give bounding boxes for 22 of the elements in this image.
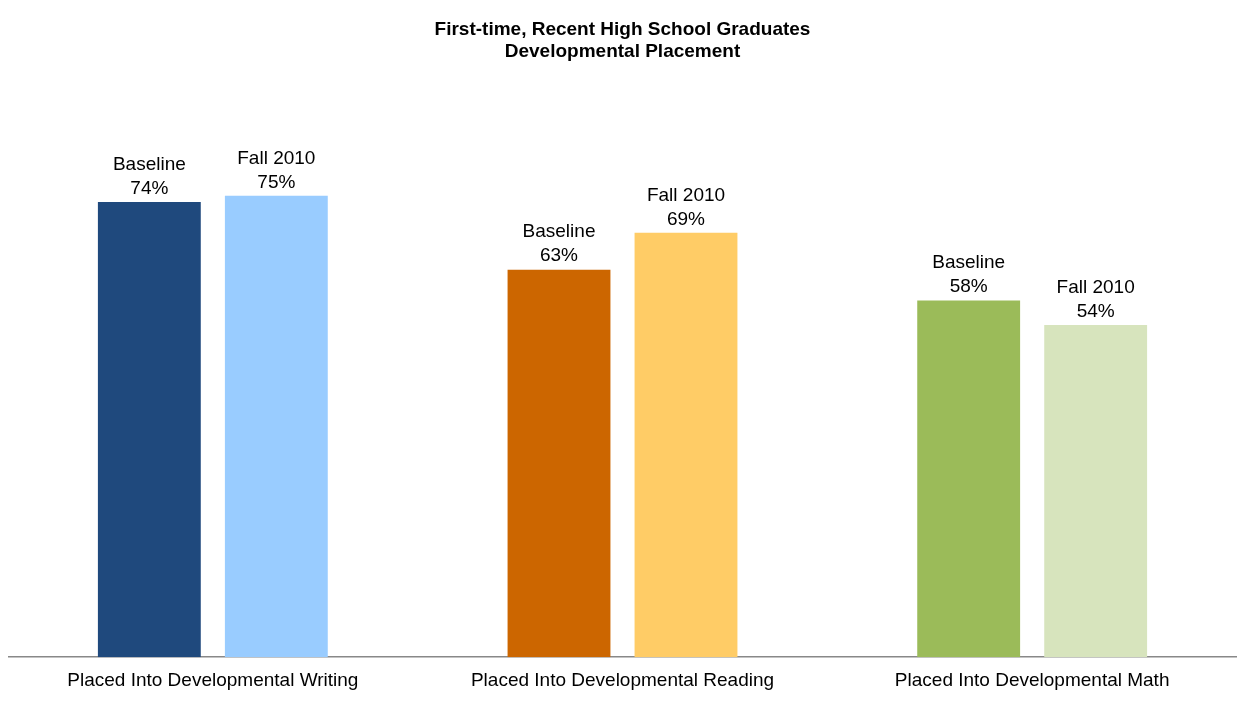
series-label: Baseline [932,251,1006,273]
text: Fall 2010 [237,146,316,168]
text: Fall 2010 [1056,275,1135,297]
data-label: 58% [949,275,988,297]
x-tick-label: Placed Into Developmental Reading [470,668,775,690]
bar [634,232,738,658]
data-label: 74% [130,176,169,198]
bar [97,202,201,658]
data-label: 75% [257,170,296,192]
data-label: 54% [1076,299,1115,321]
bar [1044,325,1148,658]
x-tick-label: Placed Into Developmental Math [894,668,1170,690]
bar [917,300,1021,658]
bar [507,269,611,658]
data-label: 69% [666,207,706,229]
text: Baseline [112,152,186,174]
x-tick-label: Placed Into Developmental Writing [67,668,359,690]
text: Baseline [522,220,596,242]
bar [224,195,328,658]
chart-title: First-time, Recent High School Graduates Developmental Placement [434,17,811,62]
data-label: 63% [539,244,579,266]
series-label: Fall 2010 [646,183,726,205]
